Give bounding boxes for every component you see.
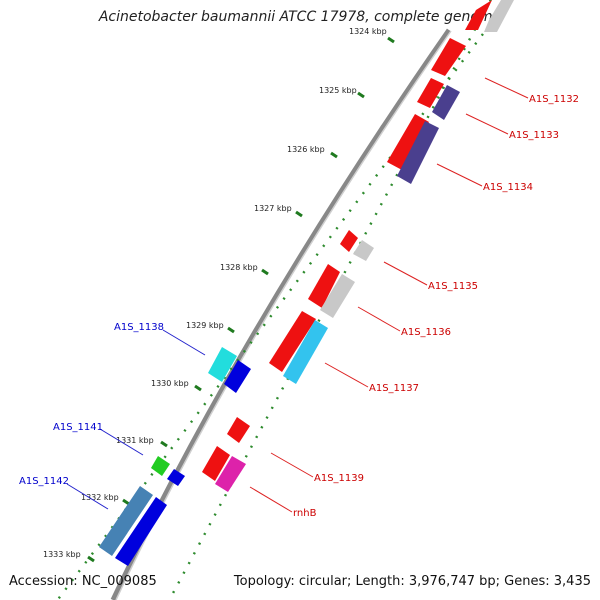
gene-arrow	[431, 38, 466, 76]
gene-label: A1S_1135	[428, 281, 478, 292]
gene-label: rnhB	[293, 508, 317, 519]
gene-arrow	[208, 347, 237, 382]
tick-label: 1327 kbp	[254, 204, 292, 213]
gene-label: A1S_1134	[483, 182, 533, 193]
gene-arrow	[224, 360, 251, 393]
tick-label: 1326 kbp	[287, 145, 325, 154]
gene-arrow	[397, 121, 439, 184]
accession-text: Accession: NC_009085	[9, 574, 157, 589]
tick-marks	[87, 36, 395, 563]
gene-arrow	[167, 469, 185, 486]
gene-arrow	[353, 240, 374, 261]
gene-label: A1S_1139	[314, 473, 364, 484]
gene-arrow	[432, 85, 460, 120]
tick-label: 1330 kbp	[151, 379, 189, 388]
gene-label: A1S_1133	[509, 130, 559, 141]
tick-label: 1329 kbp	[186, 321, 224, 330]
tick-label: 1333 kbp	[43, 550, 81, 559]
tick-label: 1324 kbp	[349, 27, 387, 36]
gene-arrow	[269, 311, 316, 372]
tick-label: 1332 kbp	[81, 493, 119, 502]
gene-arrow	[484, 0, 514, 32]
tick-label: 1331 kbp	[116, 436, 154, 445]
genome-backbone-shadow	[115, 30, 452, 600]
gene-arrow	[202, 446, 230, 481]
genome-summary-text: Topology: circular; Length: 3,976,747 bp…	[233, 574, 591, 589]
gene-label: A1S_1142	[19, 476, 69, 487]
gene-label: A1S_1141	[53, 422, 103, 433]
genome-backbone	[110, 28, 452, 600]
gene-arrow	[283, 320, 328, 384]
tick-labels: 1324 kbp 1325 kbp 1326 kbp 1327 kbp 1328…	[43, 27, 387, 559]
forward-label-lines	[66, 329, 206, 510]
gene-arrow	[227, 417, 250, 443]
gene-arrow	[115, 497, 167, 566]
tick-label: 1325 kbp	[319, 86, 357, 95]
gene-arrow	[417, 78, 444, 108]
tick-label: 1328 kbp	[220, 263, 258, 272]
gene-arrow	[465, 0, 492, 30]
gene-arrow	[320, 274, 355, 318]
gene-label: A1S_1137	[369, 383, 419, 394]
forward-genes	[99, 347, 251, 566]
gene-arrow	[215, 456, 246, 492]
reverse-label-lines	[249, 77, 529, 513]
forward-gene-labels: A1S_1138 A1S_1141 A1S_1142	[19, 322, 164, 487]
gene-arrow	[308, 264, 340, 308]
gene-arrow	[99, 486, 153, 556]
gene-arrow	[340, 230, 358, 252]
gene-label: A1S_1132	[529, 94, 579, 105]
gene-arrow	[387, 114, 429, 170]
gene-label: A1S_1138	[114, 322, 164, 333]
gene-label: A1S_1136	[401, 327, 451, 338]
reverse-genes	[202, 0, 514, 492]
gene-arrow	[151, 456, 170, 476]
map-title: Acinetobacter baumannii ATCC 17978, comp…	[98, 9, 502, 25]
reverse-gene-labels: A1S_1132 A1S_1133 A1S_1134 A1S_1135 A1S_…	[293, 94, 579, 519]
